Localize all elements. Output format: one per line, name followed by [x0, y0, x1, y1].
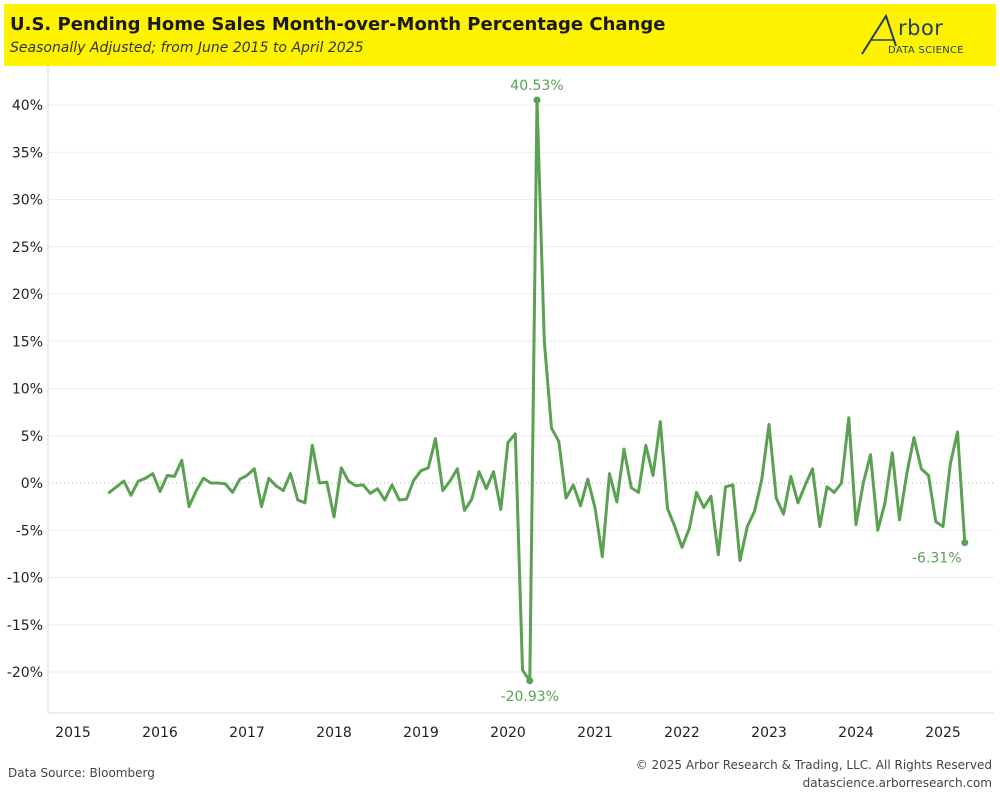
- header-banner: U.S. Pending Home Sales Month-over-Month…: [4, 4, 996, 66]
- arbor-logo-mark-icon: [861, 13, 897, 55]
- logo-subtext: DATA SCIENCE: [888, 45, 964, 56]
- x-tick-label: 2016: [142, 725, 178, 741]
- annotations: 40.53% -20.93% -6.31%: [501, 78, 969, 705]
- y-tick-label: -20%: [7, 665, 43, 681]
- annotation-point: [526, 677, 534, 685]
- x-tick-label: 2015: [55, 725, 91, 741]
- x-tick-label: 2017: [229, 725, 265, 741]
- y-axis: 40% 35% 30% 25% 20% 15% 10% 5% 0% -5% -10% -15% -20%: [7, 98, 43, 681]
- data-label: 40.53%: [510, 78, 563, 94]
- y-tick-label: 10%: [12, 382, 43, 398]
- x-tick-label: 2023: [751, 725, 787, 741]
- y-tick-label: -5%: [16, 523, 43, 539]
- arbor-logo: rbor DATA SCIENCE: [858, 10, 988, 62]
- x-tick-label: 2025: [925, 725, 961, 741]
- footer-credits: © 2025 Arbor Research & Trading, LLC. Al…: [636, 756, 992, 792]
- y-tick-label: -10%: [7, 571, 43, 587]
- y-tick-label: 30%: [12, 193, 43, 209]
- y-tick-label: -15%: [7, 618, 43, 634]
- y-tick-label: 0%: [21, 476, 43, 492]
- x-axis: 2015 2016 2017 2018 2019 2020 2021 2022 2023 2024…: [47, 66, 994, 741]
- website-link[interactable]: datascience.arborresearch.com: [802, 776, 992, 790]
- x-tick-label: 2024: [838, 725, 874, 741]
- x-tick-label: 2019: [403, 725, 439, 741]
- y-tick-label: 5%: [21, 429, 43, 445]
- annotation-point: [961, 539, 969, 547]
- series-area: [107, 98, 967, 683]
- data-source: Data Source: Bloomberg: [8, 766, 155, 780]
- x-tick-label: 2018: [316, 725, 352, 741]
- y-tick-label: 20%: [12, 287, 43, 303]
- series-line: [107, 98, 967, 683]
- logo-word: rbor: [898, 16, 944, 40]
- y-tick-label: 15%: [12, 334, 43, 350]
- chart-title: U.S. Pending Home Sales Month-over-Month…: [10, 14, 666, 35]
- copyright-text: © 2025 Arbor Research & Trading, LLC. Al…: [635, 758, 992, 772]
- data-label: -20.93%: [501, 689, 559, 705]
- grid: [48, 104, 994, 673]
- x-tick-label: 2020: [490, 725, 526, 741]
- data-label: -6.31%: [912, 551, 962, 567]
- y-tick-label: 35%: [12, 145, 43, 161]
- x-tick-label: 2022: [664, 725, 700, 741]
- annotation-point: [533, 96, 541, 104]
- line-chart: 40% 35% 30% 25% 20% 15% 10% 5% 0% -5% -10% -15% -20%…: [7, 66, 994, 741]
- x-tick-label: 2021: [577, 725, 613, 741]
- chart-subtitle: Seasonally Adjusted; from June 2015 to A…: [10, 40, 364, 56]
- y-tick-label: 25%: [12, 240, 43, 256]
- y-tick-label: 40%: [12, 98, 43, 114]
